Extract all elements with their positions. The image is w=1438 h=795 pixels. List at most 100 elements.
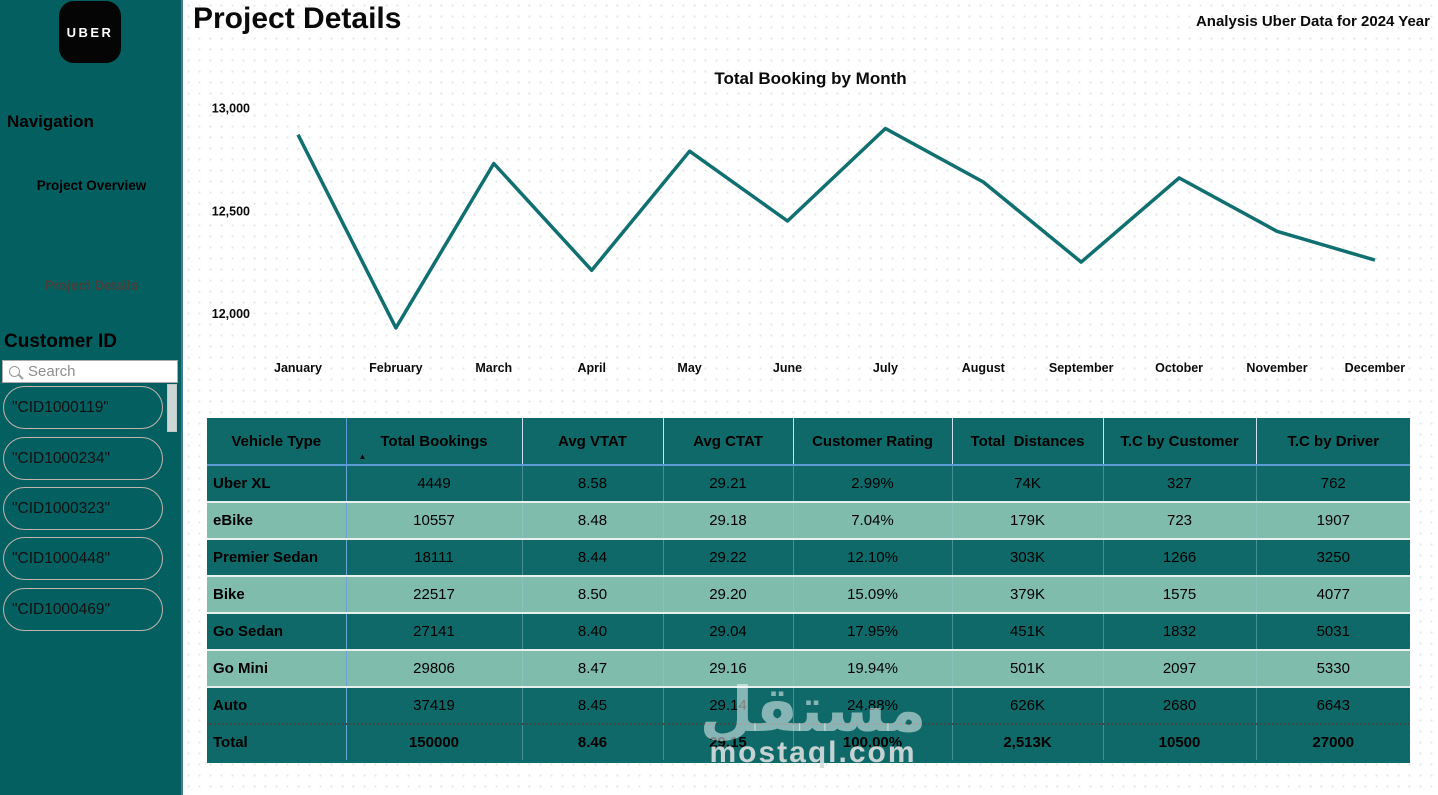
column-header[interactable]: T.C by Customer xyxy=(1103,418,1257,466)
table-cell: 17.95% xyxy=(793,613,953,650)
sidebar: UBER Navigation Project Overview Project… xyxy=(0,0,183,795)
table-cell: 29.21 xyxy=(663,465,794,502)
table-cell: Auto xyxy=(207,687,347,724)
table-row[interactable]: Bike 22517 8.50 29.20 15.09% 379K 1575 4077 xyxy=(207,576,1410,613)
customer-list-scrollbar[interactable] xyxy=(167,384,177,432)
table-cell: 327 xyxy=(1103,465,1257,502)
table-cell: 4077 xyxy=(1256,576,1410,613)
table-cell: Premier Sedan xyxy=(207,539,347,576)
table-cell: 379K xyxy=(952,576,1104,613)
y-axis-tick: 13,000 xyxy=(212,102,250,116)
chart-title: Total Booking by Month xyxy=(714,69,907,88)
x-axis-month-label: May xyxy=(677,361,701,375)
table-cell: 10557 xyxy=(346,502,523,539)
table-cell: 10500 xyxy=(1103,724,1257,761)
table-cell: 2.99% xyxy=(793,465,953,502)
table-cell: 501K xyxy=(952,650,1104,687)
x-axis-month-label: January xyxy=(274,361,322,375)
search-icon xyxy=(9,366,20,377)
table-cell: 179K xyxy=(952,502,1104,539)
uber-logo-text: UBER xyxy=(66,24,114,40)
table-cell: eBike xyxy=(207,502,347,539)
vehicle-stats-table: Vehicle Type Total Bookings ▲ Avg VTAT Avg C… xyxy=(207,418,1410,763)
nav-item-project-overview[interactable]: Project Overview xyxy=(36,178,147,193)
table-cell: 451K xyxy=(952,613,1104,650)
column-header[interactable]: Total Distances xyxy=(952,418,1104,466)
table-cell: 18111 xyxy=(346,539,523,576)
table-cell: 3250 xyxy=(1256,539,1410,576)
table-cell: 1832 xyxy=(1103,613,1257,650)
table-cell: 8.40 xyxy=(522,613,664,650)
x-axis-month-label: June xyxy=(773,361,802,375)
table-cell: 74K xyxy=(952,465,1104,502)
column-header[interactable]: Avg VTAT xyxy=(522,418,664,466)
table-cell: 27141 xyxy=(346,613,523,650)
table-cell: 12.10% xyxy=(793,539,953,576)
customer-id-heading: Customer ID xyxy=(4,331,117,352)
table-cell: 8.45 xyxy=(522,687,664,724)
table-cell: 1266 xyxy=(1103,539,1257,576)
table-cell: 100.00% xyxy=(793,724,953,761)
table-row[interactable]: Premier Sedan 18111 8.44 29.22 12.10% 303K 126… xyxy=(207,539,1410,576)
sort-ascending-icon: ▲ xyxy=(358,452,367,461)
table-cell: 150000 xyxy=(346,724,523,761)
search-input[interactable] xyxy=(28,363,158,380)
table-cell: 29.15 xyxy=(663,724,794,761)
table-cell: 762 xyxy=(1256,465,1410,502)
table-cell: 8.47 xyxy=(522,650,664,687)
main-canvas: Project Details Analysis Uber Data for 2… xyxy=(183,0,1438,795)
x-axis-month-label: December xyxy=(1345,361,1406,375)
table-cell: 29.16 xyxy=(663,650,794,687)
customer-search-box xyxy=(2,360,178,383)
customer-id-pill[interactable]: "CID1000234" xyxy=(3,437,163,480)
nav-item-project-details[interactable]: Project Details xyxy=(44,278,139,293)
table-cell: 29.14 xyxy=(663,687,794,724)
table-cell: 29.20 xyxy=(663,576,794,613)
table-cell: 24.88% xyxy=(793,687,953,724)
line-chart[interactable]: 13,000 12,500 12,000 January February March Ap… xyxy=(183,95,1438,395)
table-cell: 2,513K xyxy=(952,724,1104,761)
table-cell: 2097 xyxy=(1103,650,1257,687)
bookings-line-series[interactable] xyxy=(296,126,1376,330)
table-cell: 37419 xyxy=(346,687,523,724)
table-row[interactable]: Auto 37419 8.45 29.14 24.88% 626K 2680 6643 xyxy=(207,687,1410,724)
customer-id-pill[interactable]: "CID1000119" xyxy=(3,386,163,429)
page-subtitle: Analysis Uber Data for 2024 Year xyxy=(1195,13,1430,30)
navigation-heading: Navigation xyxy=(7,112,94,131)
x-axis-month-label: February xyxy=(369,361,423,375)
table-cell: 5330 xyxy=(1256,650,1410,687)
table-cell: 15.09% xyxy=(793,576,953,613)
column-header[interactable]: Vehicle Type xyxy=(207,418,347,466)
y-axis-tick: 12,500 xyxy=(212,204,250,218)
x-axis-month-label: July xyxy=(873,361,898,375)
uber-logo: UBER xyxy=(59,1,121,63)
table-cell: 8.46 xyxy=(522,724,664,761)
column-header[interactable]: T.C by Driver xyxy=(1256,418,1410,466)
table-cell: 29.18 xyxy=(663,502,794,539)
table-cell: 6643 xyxy=(1256,687,1410,724)
table-cell: 4449 xyxy=(346,465,523,502)
customer-id-pill[interactable]: "CID1000448" xyxy=(3,537,163,580)
table-cell: 29.04 xyxy=(663,613,794,650)
table-cell: Total xyxy=(207,724,347,761)
customer-id-pill[interactable]: "CID1000323" xyxy=(3,487,163,530)
page-title: Project Details xyxy=(193,2,402,35)
table-cell: Uber XL xyxy=(207,465,347,502)
table-cell: 8.50 xyxy=(522,576,664,613)
column-header[interactable]: Avg CTAT xyxy=(663,418,794,466)
x-axis-month-label: August xyxy=(962,361,1006,375)
table-total-row[interactable]: Total 150000 8.46 29.15 100.00% 2,513K 10500 27… xyxy=(207,724,1410,761)
table-cell: Go Sedan xyxy=(207,613,347,650)
x-axis-month-label: March xyxy=(475,361,512,375)
table-cell: 7.04% xyxy=(793,502,953,539)
table-cell: 5031 xyxy=(1256,613,1410,650)
column-header[interactable]: Total Bookings ▲ xyxy=(346,418,523,466)
table-row[interactable]: Uber XL 4449 8.58 29.21 2.99% 74K 327 762 xyxy=(207,465,1410,502)
table-row[interactable]: Go Sedan 27141 8.40 29.04 17.95% 451K 1832 5031 xyxy=(207,613,1410,650)
table-row[interactable]: Go Mini 29806 8.47 29.16 19.94% 501K 2097 5330 xyxy=(207,650,1410,687)
column-header[interactable]: Customer Rating xyxy=(793,418,953,466)
table-row[interactable]: eBike 10557 8.48 29.18 7.04% 179K 723 1907 xyxy=(207,502,1410,539)
customer-id-pill[interactable]: "CID1000469" xyxy=(3,588,163,631)
table-cell: 27000 xyxy=(1256,724,1410,761)
table-cell: 1575 xyxy=(1103,576,1257,613)
